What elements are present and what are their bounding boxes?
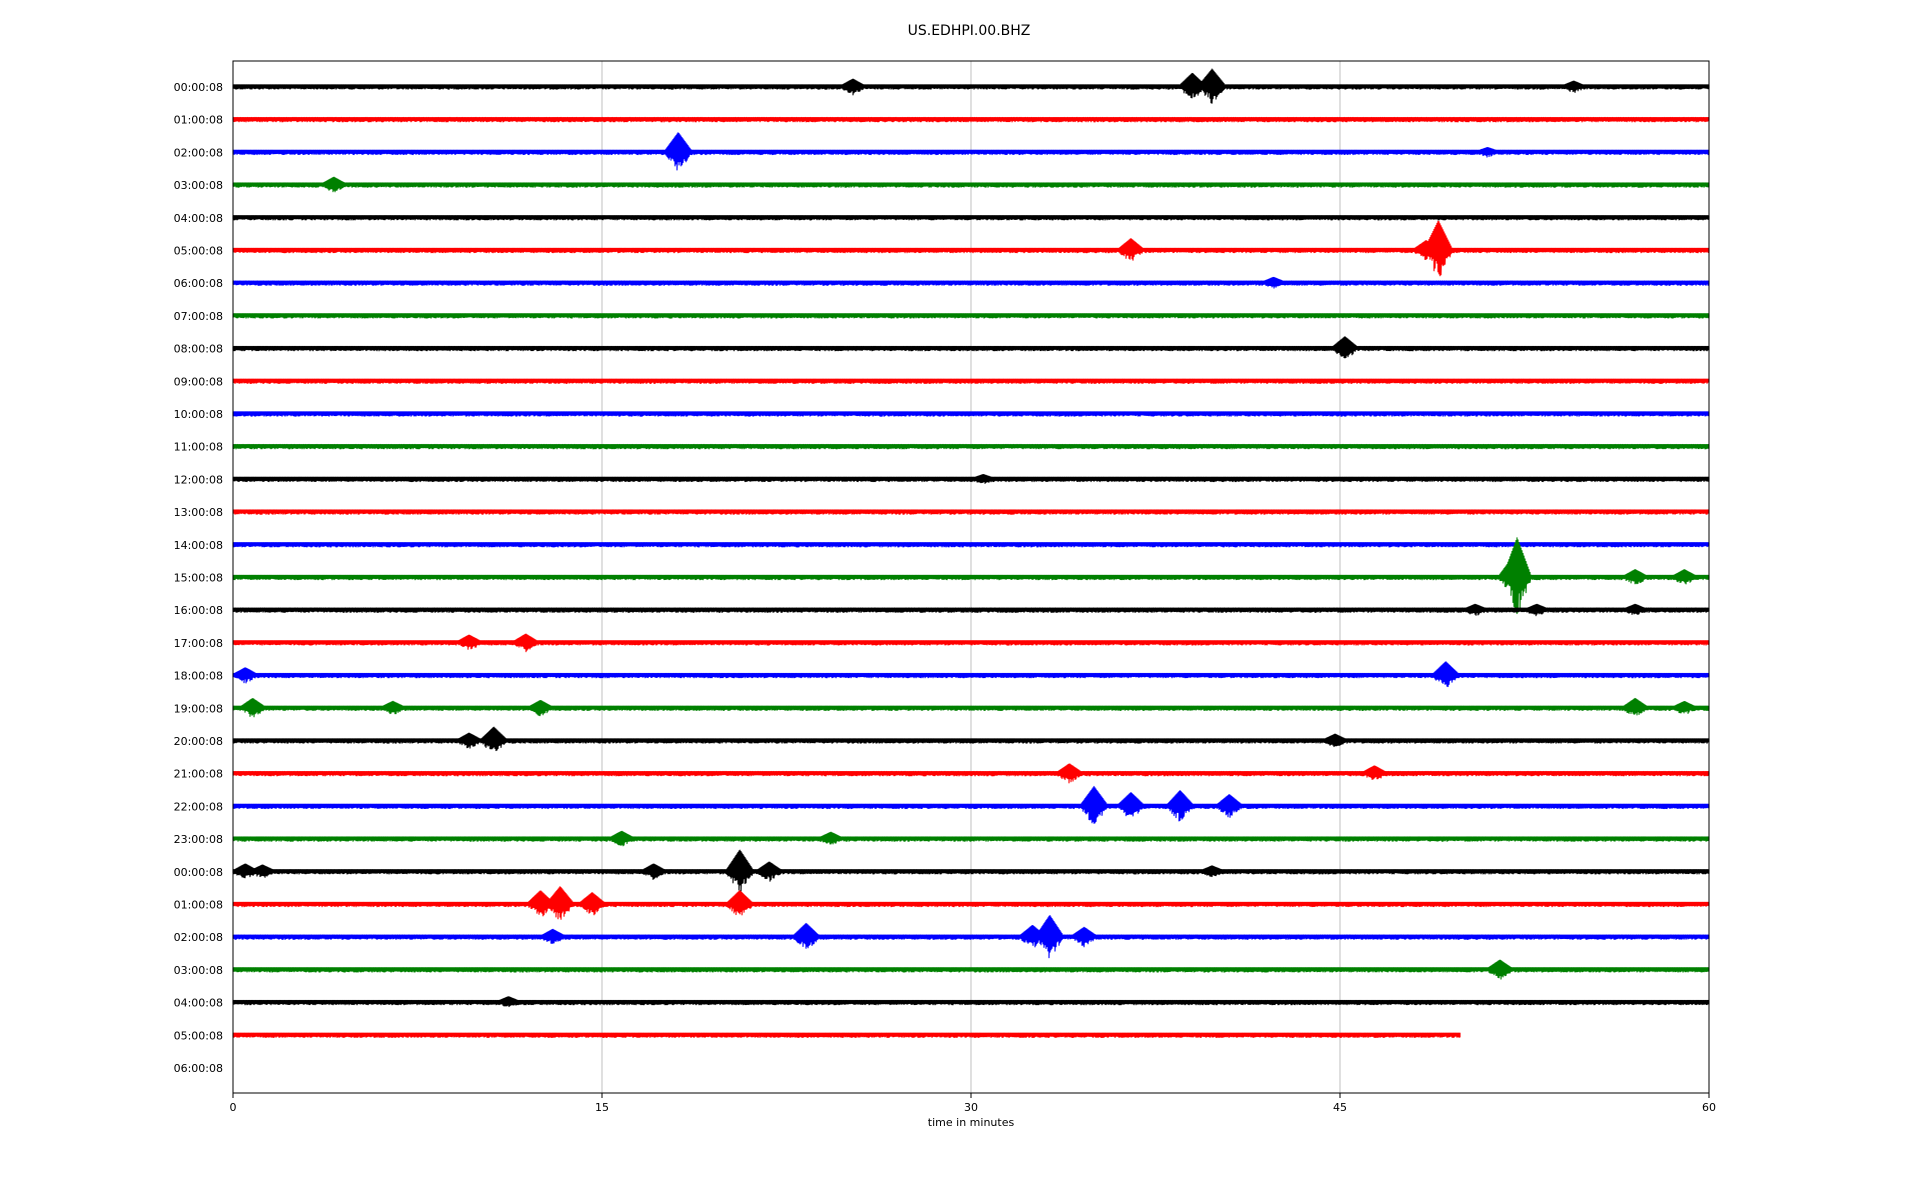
trace-row	[232, 215, 1710, 221]
trace-row	[232, 220, 1710, 277]
row-time-label: 05:00:08	[174, 1029, 223, 1042]
row-time-label: 02:00:08	[174, 931, 223, 944]
trace-row	[232, 537, 1710, 615]
row-time-label: 16:00:08	[174, 604, 223, 617]
trace-row	[232, 68, 1710, 104]
trace-row	[232, 411, 1710, 417]
row-time-label: 00:00:08	[174, 866, 223, 879]
trace-row	[232, 473, 1710, 484]
trace-row	[232, 915, 1710, 959]
trace-row	[232, 336, 1710, 359]
row-time-labels: 00:00:08 01:00:08 02:00:08 03:00:08 04:00:08…	[174, 81, 223, 1075]
row-time-label: 08:00:08	[174, 343, 223, 356]
row-time-label: 05:00:08	[174, 245, 223, 258]
row-time-label: 21:00:08	[174, 768, 223, 781]
row-time-label: 23:00:08	[174, 833, 223, 846]
x-tick-label: 30	[964, 1101, 978, 1114]
row-time-label: 13:00:08	[174, 506, 223, 519]
trace-row	[232, 886, 1710, 920]
row-time-label: 02:00:08	[174, 146, 223, 159]
row-time-label: 19:00:08	[174, 702, 223, 715]
row-time-label: 04:00:08	[174, 212, 223, 225]
trace-row	[232, 959, 1710, 980]
row-time-label: 11:00:08	[174, 441, 223, 454]
row-time-label: 01:00:08	[174, 114, 223, 127]
trace-row	[232, 276, 1710, 289]
trace-row	[232, 116, 1710, 123]
chart-title: US.EDHPI.00.BHZ	[908, 23, 1031, 39]
trace-row	[232, 443, 1710, 450]
x-axis-label: time in minutes	[928, 1116, 1015, 1129]
trace-lines	[232, 68, 1710, 1039]
row-time-label: 20:00:08	[174, 735, 223, 748]
row-time-label: 14:00:08	[174, 539, 223, 552]
row-time-label: 03:00:08	[174, 179, 223, 192]
row-time-label: 18:00:08	[174, 670, 223, 683]
trace-row	[232, 633, 1710, 653]
trace-row	[232, 661, 1710, 688]
row-time-label: 12:00:08	[174, 473, 223, 486]
x-tick-label: 0	[230, 1101, 237, 1114]
trace-row	[232, 785, 1710, 824]
trace-row	[232, 603, 1710, 617]
trace-row	[232, 996, 1710, 1008]
row-time-label: 17:00:08	[174, 637, 223, 650]
row-time-label: 07:00:08	[174, 310, 223, 323]
row-time-label: 06:00:08	[174, 277, 223, 290]
row-time-label: 04:00:08	[174, 997, 223, 1010]
trace-row	[232, 176, 1710, 193]
trace-row	[232, 726, 1710, 752]
trace-row	[232, 509, 1710, 515]
trace-row	[232, 763, 1710, 784]
row-time-label: 06:00:08	[174, 1062, 223, 1075]
row-time-label: 03:00:08	[174, 964, 223, 977]
trace-row	[232, 830, 1710, 847]
x-tick-label: 45	[1333, 1101, 1347, 1114]
trace-row	[232, 849, 1710, 892]
row-time-label: 09:00:08	[174, 375, 223, 388]
trace-row	[232, 378, 1710, 385]
x-tick-label: 60	[1702, 1101, 1716, 1114]
row-time-label: 22:00:08	[174, 800, 223, 813]
row-time-label: 00:00:08	[174, 81, 223, 94]
trace-row	[232, 1032, 1461, 1039]
row-time-label: 10:00:08	[174, 408, 223, 421]
row-time-label: 15:00:08	[174, 572, 223, 585]
row-time-label: 01:00:08	[174, 899, 223, 912]
trace-row	[232, 313, 1710, 319]
trace-row	[232, 697, 1710, 718]
x-axis-ticks: 0 15 30 45 60	[230, 1093, 1716, 1114]
trace-row	[232, 132, 1710, 171]
trace-row	[232, 542, 1710, 548]
x-tick-label: 15	[595, 1101, 609, 1114]
